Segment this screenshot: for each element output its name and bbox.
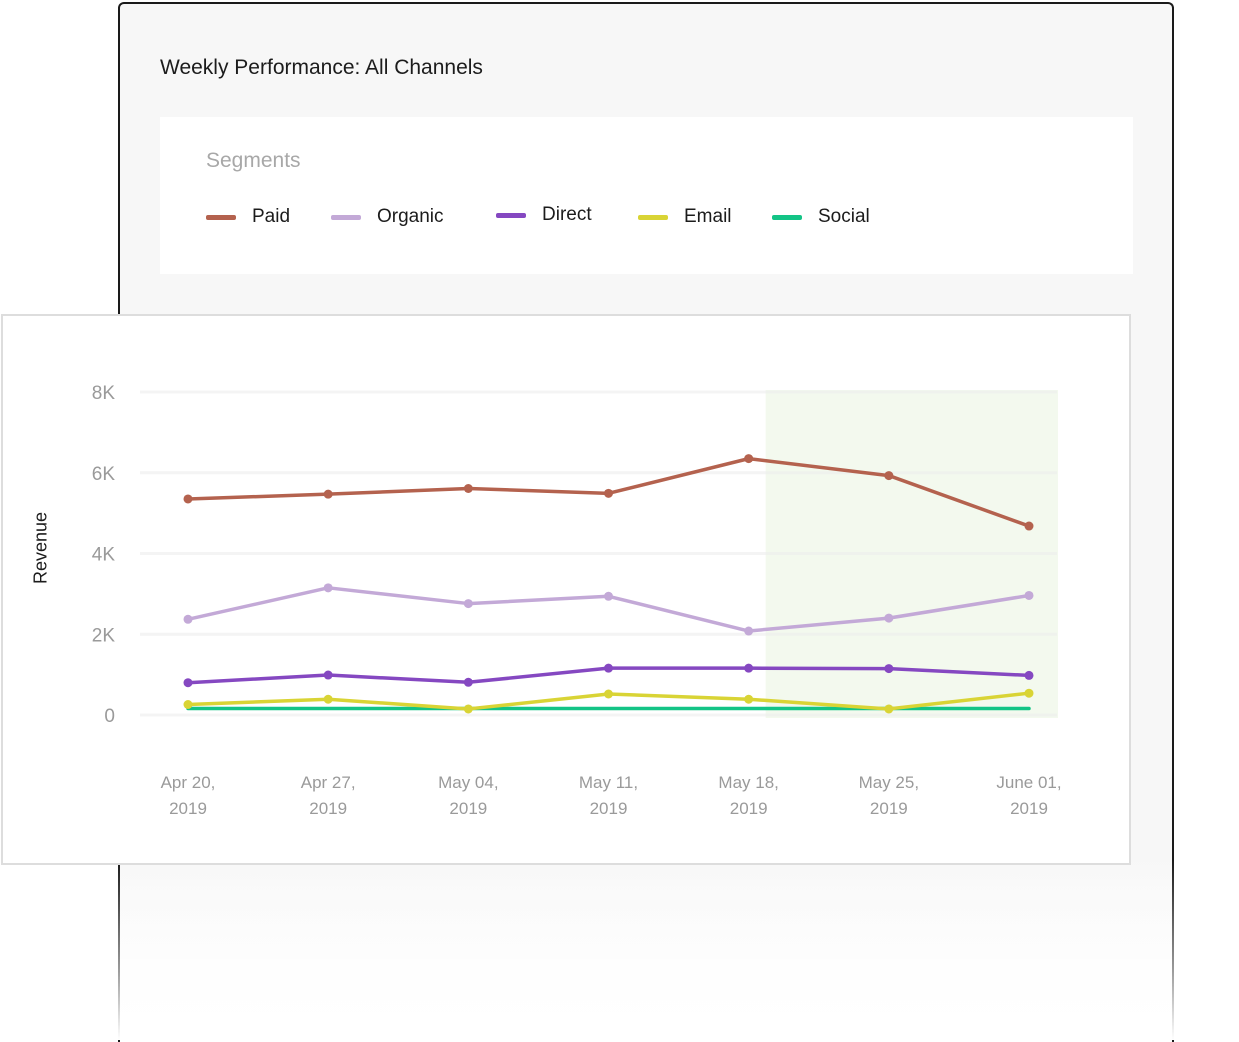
data-point-organic [463, 599, 473, 609]
y-tick-label: 4K [92, 545, 116, 566]
y-tick-label: 0 [104, 706, 115, 727]
data-point-email [463, 704, 473, 714]
data-point-organic [1024, 590, 1034, 600]
x-tick-label: May 18, 2019 [718, 773, 778, 818]
legend-item-email[interactable]: Email [638, 205, 732, 229]
data-point-paid [884, 471, 894, 481]
legend-item-organic[interactable]: Organic [331, 205, 444, 229]
social-swatch-icon [772, 214, 802, 220]
y-tick-label: 6K [92, 464, 116, 485]
legend-item-social[interactable]: Social [772, 205, 870, 229]
legend-label-organic: Organic [377, 206, 444, 227]
x-tick-label: Apr 20, 2019 [161, 773, 216, 818]
email-swatch-icon [638, 214, 668, 220]
data-point-direct [1024, 670, 1034, 680]
data-point-email [884, 704, 894, 714]
data-point-direct [604, 663, 613, 673]
y-tick-label: 2K [92, 625, 116, 646]
legend-label-direct: Direct [542, 204, 592, 225]
data-point-organic [604, 591, 613, 601]
legend-item-paid[interactable]: Paid [206, 205, 290, 229]
page-title: Weekly Performance: All Channels [160, 56, 483, 79]
data-point-paid [744, 454, 754, 464]
data-point-direct [463, 677, 473, 687]
paid-swatch-icon [206, 214, 236, 220]
data-point-paid [323, 489, 333, 499]
data-point-organic [323, 583, 333, 593]
x-tick-label: Apr 27, 2019 [301, 773, 356, 818]
legend-label-social: Social [818, 206, 870, 227]
y-tick-label: 8K [92, 383, 116, 404]
data-point-paid [183, 494, 193, 504]
data-point-paid [463, 483, 473, 493]
x-tick-label: June 01, 2019 [996, 773, 1061, 818]
legend-heading: Segments [206, 149, 301, 172]
data-point-paid [604, 488, 613, 498]
data-point-email [183, 700, 193, 710]
legend-label-paid: Paid [252, 206, 291, 227]
x-tick-label: May 04, 2019 [438, 773, 498, 818]
x-tick-label: May 11, 2019 [579, 773, 638, 818]
legend-item-direct[interactable]: Direct [496, 203, 592, 227]
data-point-direct [323, 670, 333, 680]
segments-legend: Segments Paid Organic Direct Email Socia… [160, 117, 1133, 274]
data-point-organic [744, 626, 754, 636]
data-point-organic [884, 613, 894, 623]
data-point-email [744, 694, 754, 704]
direct-swatch-icon [496, 212, 526, 218]
data-point-direct [884, 664, 894, 674]
data-point-organic [183, 614, 193, 624]
legend-label-email: Email [684, 206, 732, 227]
x-tick-label: May 25, 2019 [859, 773, 919, 818]
data-point-email [1024, 688, 1034, 698]
data-point-email [323, 694, 333, 704]
data-point-email [604, 689, 613, 699]
data-point-paid [1024, 521, 1034, 531]
y-axis-title: Revenue [30, 511, 51, 585]
organic-swatch-icon [331, 214, 361, 220]
data-point-direct [744, 663, 754, 673]
data-point-direct [183, 678, 193, 688]
